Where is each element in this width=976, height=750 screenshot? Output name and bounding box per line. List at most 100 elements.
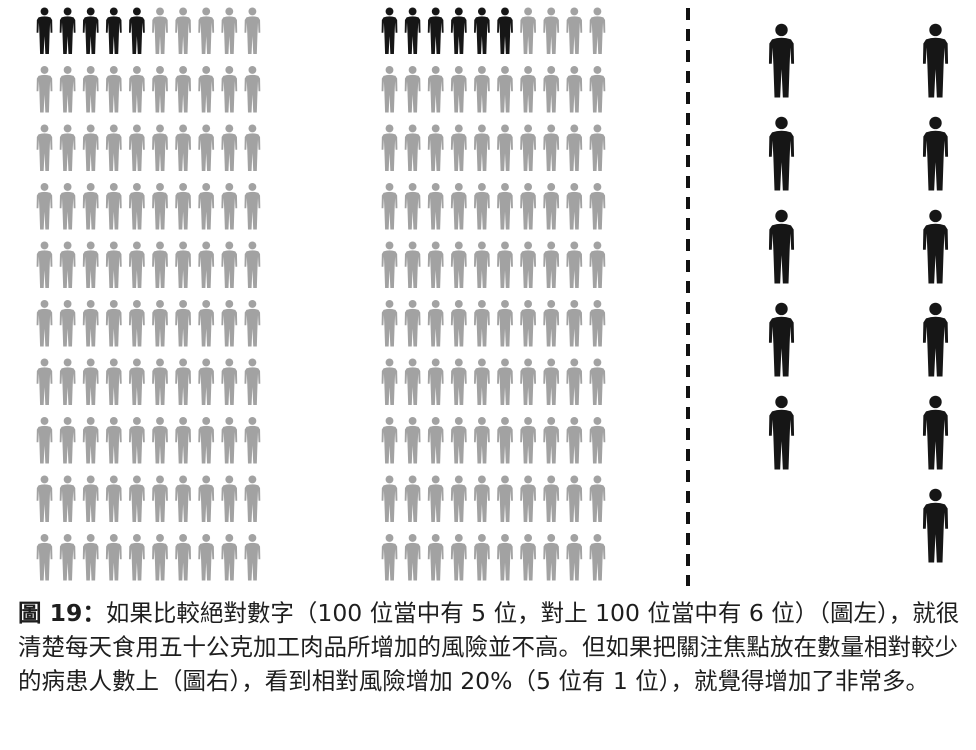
person-icon bbox=[543, 66, 560, 113]
person-icon bbox=[244, 417, 261, 464]
person-icon bbox=[128, 417, 145, 464]
person-icon bbox=[198, 66, 215, 113]
person-icon bbox=[152, 534, 168, 581]
person-icon bbox=[105, 417, 122, 464]
person-icon bbox=[198, 417, 215, 464]
person-icon bbox=[244, 66, 261, 113]
person-icon bbox=[82, 124, 99, 171]
person-icon bbox=[221, 124, 238, 171]
person-icon bbox=[221, 183, 238, 230]
person-icon bbox=[152, 417, 168, 464]
person-icon bbox=[381, 475, 398, 522]
person-icon bbox=[381, 300, 398, 347]
highlighted-person-icon bbox=[922, 395, 949, 470]
person-icon bbox=[152, 300, 168, 347]
person-icon bbox=[381, 358, 398, 405]
person-icon bbox=[244, 475, 261, 522]
person-icon bbox=[82, 534, 99, 581]
person-icon bbox=[543, 241, 560, 288]
person-icon bbox=[450, 300, 467, 347]
person-icon bbox=[198, 300, 215, 347]
caption-text: 如果比較絕對數字（100 位當中有 5 位，對上 100 位當中有 6 位）（圖… bbox=[18, 599, 960, 695]
highlighted-person-icon bbox=[105, 7, 122, 54]
person-icon bbox=[404, 475, 421, 522]
person-icon bbox=[152, 241, 168, 288]
person-icon bbox=[221, 475, 238, 522]
person-icon bbox=[381, 241, 398, 288]
highlighted-person-icon bbox=[59, 7, 76, 54]
person-icon bbox=[381, 183, 398, 230]
person-icon bbox=[473, 66, 490, 113]
person-icon bbox=[152, 7, 168, 54]
person-icon bbox=[152, 124, 168, 171]
highlighted-person-icon bbox=[497, 7, 513, 54]
person-icon bbox=[404, 534, 421, 581]
highlighted-person-icon bbox=[768, 209, 795, 284]
person-icon bbox=[520, 358, 537, 405]
person-icon bbox=[543, 417, 560, 464]
person-icon bbox=[566, 7, 583, 54]
person-icon bbox=[427, 241, 444, 288]
highlighted-person-icon bbox=[473, 7, 490, 54]
person-icon bbox=[450, 358, 467, 405]
person-icon bbox=[427, 124, 444, 171]
person-icon bbox=[105, 66, 122, 113]
person-icon bbox=[404, 241, 421, 288]
highlighted-person-icon bbox=[768, 395, 795, 470]
person-icon bbox=[520, 417, 537, 464]
person-icon bbox=[566, 124, 583, 171]
highlighted-person-icon bbox=[82, 7, 99, 54]
person-icon bbox=[450, 183, 467, 230]
person-icon bbox=[152, 183, 168, 230]
person-icon bbox=[128, 300, 145, 347]
person-icon bbox=[566, 241, 583, 288]
person-icon bbox=[36, 417, 53, 464]
person-icon bbox=[128, 66, 145, 113]
person-icon bbox=[589, 475, 606, 522]
person-icon bbox=[198, 475, 215, 522]
right-enlarged-group bbox=[768, 23, 949, 563]
person-icon bbox=[198, 124, 215, 171]
person-icon bbox=[221, 7, 238, 54]
person-icon bbox=[221, 417, 238, 464]
person-icon bbox=[497, 124, 513, 171]
person-icon bbox=[105, 183, 122, 230]
person-icon bbox=[543, 300, 560, 347]
person-icon bbox=[244, 183, 261, 230]
person-icon bbox=[589, 66, 606, 113]
person-icon bbox=[589, 7, 606, 54]
person-icon bbox=[381, 534, 398, 581]
person-icon bbox=[221, 534, 238, 581]
person-icon bbox=[543, 358, 560, 405]
person-icon bbox=[244, 124, 261, 171]
person-icon bbox=[589, 183, 606, 230]
person-icon bbox=[543, 183, 560, 230]
highlighted-person-icon bbox=[128, 7, 145, 54]
person-icon bbox=[82, 358, 99, 405]
person-icon bbox=[450, 241, 467, 288]
person-icon bbox=[36, 534, 53, 581]
highlighted-person-icon bbox=[36, 7, 53, 54]
highlighted-person-icon bbox=[404, 7, 421, 54]
person-icon bbox=[543, 475, 560, 522]
person-icon bbox=[450, 124, 467, 171]
person-icon bbox=[36, 300, 53, 347]
person-icon bbox=[175, 475, 192, 522]
person-icon bbox=[175, 358, 192, 405]
person-icon bbox=[497, 358, 513, 405]
person-icon bbox=[404, 183, 421, 230]
person-icon bbox=[589, 124, 606, 171]
risk-comparison-figure bbox=[36, 7, 949, 586]
highlighted-person-icon bbox=[427, 7, 444, 54]
person-icon bbox=[404, 124, 421, 171]
person-icon bbox=[105, 475, 122, 522]
person-icon bbox=[520, 241, 537, 288]
person-icon bbox=[473, 183, 490, 230]
person-icon bbox=[450, 417, 467, 464]
person-icon bbox=[59, 417, 76, 464]
person-icon bbox=[59, 183, 76, 230]
person-icon bbox=[543, 534, 560, 581]
person-icon bbox=[105, 241, 122, 288]
person-icon bbox=[473, 417, 490, 464]
highlighted-person-icon bbox=[922, 116, 949, 191]
